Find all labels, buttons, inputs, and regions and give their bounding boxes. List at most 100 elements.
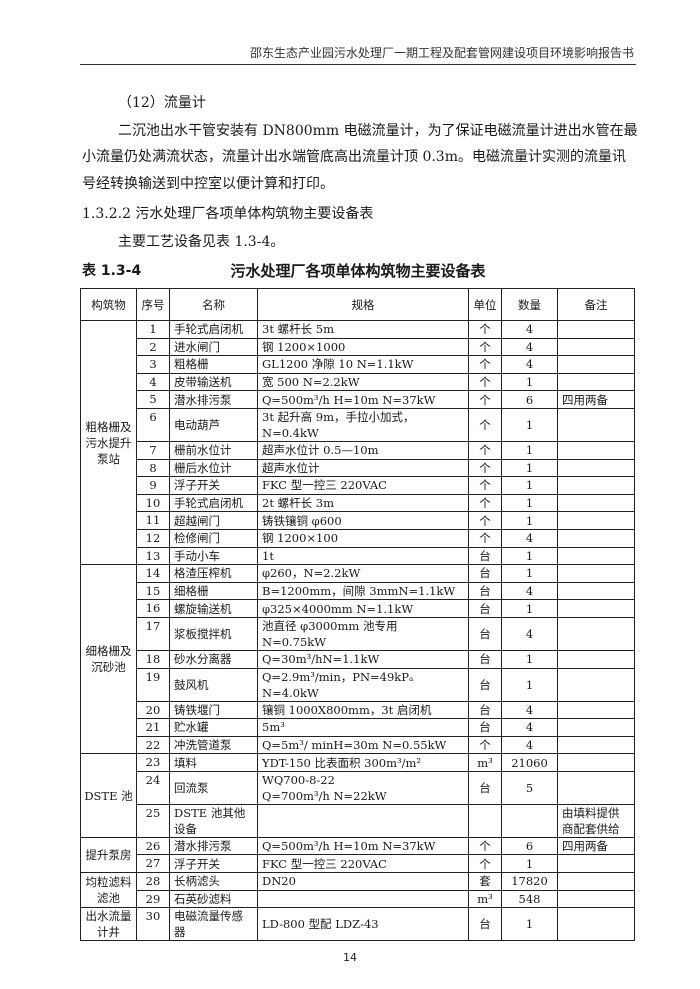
paragraph-line: 二沉池出水干管安装有 DN800mm 电磁流量计，为了保证电磁流量计进出水管在最	[118, 123, 638, 139]
cell-unit: 台	[468, 667, 502, 702]
header-quantity: 数量	[501, 288, 558, 321]
cell-unit: 个	[468, 458, 502, 478]
cell-index: 9	[136, 476, 170, 495]
cell-index: 1	[136, 320, 170, 339]
table-row: 提升泵房 26 潜水排污泵 Q=500m³/h H=10m N=37kW 个 6 四用两备	[80, 836, 635, 874]
table-row: 8 栅后水位计 超声水位计个 1	[81, 458, 635, 478]
cell-quantity: 1	[501, 493, 558, 513]
cell-spec: 1t	[257, 546, 469, 566]
cell-name: 进水闸门	[169, 337, 258, 357]
cell-remarks	[557, 355, 635, 374]
cell-spec: 3t 螺杆长 5m	[257, 320, 469, 339]
cell-remarks	[557, 493, 635, 513]
table-body: 粗格栅及污水提升泵站 1 手轮式启闭机 3t 螺杆长 5m 个 4 2 进水闸门钢 1200×…	[80, 319, 635, 942]
table-row: 20 铸铁堰门 镶铜 1000X800mm，3t 启闭机台 4	[81, 700, 635, 720]
cell-quantity: 1	[501, 511, 558, 530]
cell-spec: FKC 型一控三 220VAC	[257, 476, 469, 495]
cell-spec: Q=500m³/h H=10m N=37kW	[257, 390, 469, 409]
cell-index: 30	[136, 907, 170, 942]
table-caption-title: 污水处理厂各项单体构筑物主要设备表	[230, 262, 486, 280]
cell-index: 6	[136, 407, 170, 442]
cell-spec: Q=2.9m³/min，PN=49kPₐ N=4.0kW	[257, 667, 469, 702]
cell-quantity: 1	[501, 564, 558, 583]
cell-unit: 个	[468, 355, 502, 374]
cell-quantity: 4	[501, 700, 558, 720]
cell-unit: 台	[468, 770, 502, 805]
cell-unit: 个	[468, 440, 502, 460]
cell-index: 2	[136, 337, 170, 357]
cell-quantity: 1	[501, 372, 558, 392]
cell-name: 细格栅	[169, 581, 258, 601]
cell-unit: 个	[468, 390, 502, 409]
cell-spec: φ325×4000mm N=1.1kW	[257, 599, 469, 618]
cell-spec: Q=500m³/h H=10m N=37kW	[257, 836, 469, 856]
cell-unit: 个	[468, 476, 502, 495]
cell-index: 14	[136, 564, 170, 583]
cell-spec: GL1200 净隙 10 N=1.1kW	[257, 355, 469, 374]
cell-spec: φ260，N=2.2kW	[257, 564, 469, 583]
cell-index: 25	[136, 803, 170, 838]
cell-remarks: 四用两备	[557, 836, 635, 856]
cell-index: 16	[136, 599, 170, 618]
cell-index: 26	[136, 836, 170, 856]
cell-unit: 个	[468, 854, 502, 874]
header-index: 序号	[136, 288, 170, 321]
cell-index: 23	[136, 753, 170, 772]
header-structure: 构筑物	[80, 288, 137, 321]
subheading: （12）流量计	[118, 95, 206, 111]
cell-name: 检修闸门	[169, 528, 258, 548]
cell-remarks	[557, 458, 635, 478]
header-name: 名称	[169, 288, 258, 321]
cell-remarks	[557, 599, 635, 618]
cell-index: 20	[136, 700, 170, 720]
table-row: 22 冲洗管道泵 Q=5m³/ minH=30m N=0.55kW 个 4	[81, 735, 635, 755]
cell-remarks	[557, 440, 635, 460]
header-remarks: 备注	[557, 288, 635, 321]
cell-quantity: 5	[501, 770, 558, 805]
cell-remarks	[557, 753, 635, 772]
table-caption-number: 表 1.3-4	[82, 263, 142, 279]
cell-quantity: 4	[501, 337, 558, 357]
paragraph-line: 小流量仍处满流状态，流量计出水端管底高出流量计顶 0.3m。电磁流量计实测的流量…	[82, 149, 626, 165]
cell-unit: m³	[468, 889, 502, 909]
cell-spec: LD-800 型配 LDZ-43	[257, 907, 469, 942]
cell-name: 粗格栅	[169, 355, 258, 374]
cell-structure: 出水流量计井	[80, 907, 137, 942]
cell-spec: 钢 1200×1000	[257, 337, 469, 357]
cell-name: 螺旋输送机	[169, 599, 258, 618]
cell-quantity	[501, 803, 558, 838]
cell-unit: 台	[468, 564, 502, 583]
table-row: 9 浮子开关 FKC 型一控三 220VAC 个 1	[81, 476, 635, 495]
table-row: 16 螺旋输送机 φ325×4000mm N=1.1kW 台 1	[81, 599, 635, 618]
cell-remarks	[557, 735, 635, 755]
cell-index: 24	[136, 770, 170, 805]
cell-index: 10	[136, 493, 170, 513]
cell-name: 浮子开关	[169, 476, 258, 495]
cell-unit: 个	[468, 407, 502, 442]
cell-name: 长柄滤头	[169, 872, 258, 891]
cell-unit: 台	[468, 718, 502, 737]
cell-spec: FKC 型一控三 220VAC	[257, 854, 469, 874]
cell-quantity: 1	[501, 667, 558, 702]
cell-structure: 细格栅及沉砂池	[80, 564, 137, 755]
cell-name: 栅前水位计	[169, 440, 258, 460]
table-row: 13 手动小车 1t 台 1	[81, 546, 635, 566]
cell-index: 12	[136, 528, 170, 548]
cell-index: 21	[136, 718, 170, 737]
equipment-table: 构筑物 序号 名称 规格 单位 数量 备注 粗格栅及污水提升泵站 1 手轮式启闭机 3…	[80, 288, 635, 942]
cell-index: 17	[136, 616, 170, 651]
cell-index: 11	[136, 511, 170, 530]
table-row: 3 粗格栅 GL1200 净隙 10 N=1.1kW 个 4	[81, 355, 635, 374]
table-row: 11 超越闸门 铸铁镶铜 φ600 个 1	[81, 511, 635, 530]
cell-remarks	[557, 770, 635, 805]
cell-quantity: 4	[501, 355, 558, 374]
running-header: 邵东生态产业园污水处理厂一期工程及配套管网建设项目环境影响报告书	[249, 46, 634, 60]
cell-remarks	[557, 528, 635, 548]
cell-quantity: 4	[501, 581, 558, 601]
cell-remarks	[557, 854, 635, 874]
cell-structure: 均粒滤料滤池	[80, 872, 137, 909]
table-row: 24 回流泵 WQ700-8-22 Q=700m³/h N=22kW 台 5	[81, 770, 635, 805]
cell-spec: 镶铜 1000X800mm，3t 启闭机	[257, 700, 469, 720]
cell-structure: 提升泵房	[80, 836, 137, 874]
cell-spec: 5m³	[257, 718, 469, 737]
